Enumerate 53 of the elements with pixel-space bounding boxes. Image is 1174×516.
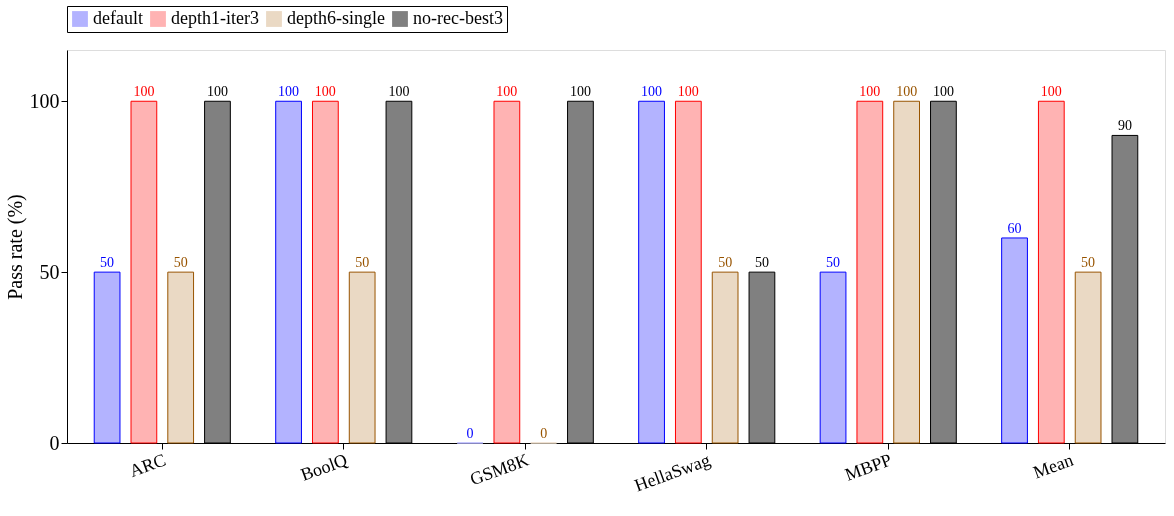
- y-tick-label: 50: [39, 260, 60, 283]
- data-label: 100: [314, 84, 336, 100]
- bar: [856, 100, 884, 444]
- bar: [638, 100, 665, 444]
- data-label: 0: [540, 426, 548, 441]
- data-label: 50: [100, 255, 115, 271]
- bar: [893, 100, 920, 444]
- bar: [711, 271, 739, 444]
- y-tick-label: 100: [29, 89, 60, 112]
- legend-label: depth1-iter3: [171, 8, 259, 28]
- bar: [1037, 100, 1065, 444]
- bar: [275, 100, 302, 444]
- legend-label: depth6-single: [287, 8, 385, 28]
- legend-label: default: [93, 8, 143, 28]
- bar: [93, 271, 121, 444]
- data-label: 50: [754, 255, 769, 271]
- bar: [348, 271, 376, 444]
- bar: [1001, 237, 1028, 444]
- data-label: 50: [355, 255, 370, 271]
- bar: [312, 100, 339, 444]
- data-label: 60: [1007, 220, 1022, 236]
- x-tick-label: BoolQ: [297, 449, 350, 485]
- y-axis-title: Pass rate (%): [3, 194, 27, 300]
- data-label: 100: [1040, 84, 1062, 100]
- bar: [130, 100, 158, 444]
- x-tick-label: Mean: [1030, 449, 1076, 483]
- data-label: 100: [859, 84, 881, 100]
- data-label: 50: [826, 255, 841, 271]
- data-label: 100: [388, 84, 410, 100]
- data-label: 100: [278, 84, 300, 100]
- data-label: 100: [133, 84, 155, 100]
- legend-label: no-rec-best3: [413, 8, 503, 28]
- data-label: 100: [569, 84, 591, 100]
- data-label: 90: [1117, 118, 1132, 134]
- data-label: 100: [932, 84, 954, 100]
- data-label: 0: [466, 426, 474, 441]
- x-tick-label: MBPP: [842, 449, 895, 485]
- x-tick-label: GSM8K: [467, 449, 532, 490]
- data-label: 100: [896, 84, 918, 100]
- data-label: 50: [718, 255, 733, 271]
- bar: [819, 271, 847, 444]
- bar: [674, 100, 702, 444]
- data-label: 100: [206, 84, 228, 100]
- bar: [167, 271, 195, 444]
- bar: [1074, 271, 1102, 444]
- data-label: 100: [677, 84, 699, 100]
- data-label: 100: [641, 84, 663, 100]
- x-tick-label: ARC: [126, 449, 169, 482]
- data-label: 50: [173, 255, 188, 271]
- y-tick-label: 0: [49, 431, 60, 454]
- data-label: 50: [1081, 255, 1096, 271]
- data-label: 100: [496, 84, 518, 100]
- bar: [493, 100, 521, 444]
